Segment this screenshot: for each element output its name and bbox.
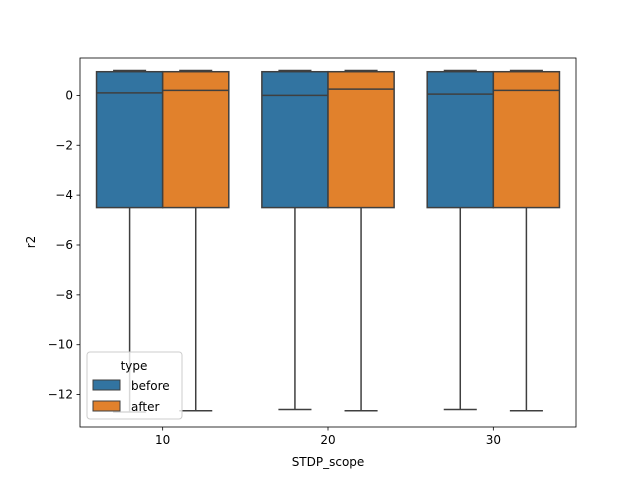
box-body [95,70,164,209]
box-after-20 [327,69,395,412]
y-tick-label: −8 [55,288,73,302]
box-body [161,70,230,209]
y-axis: 0 −2 −4 −6 −8 −10 −12 [48,88,80,402]
legend-title: type [121,359,148,373]
x-tick-label: 30 [486,433,501,447]
legend-swatch-before [92,379,121,391]
legend: type before after [86,351,183,420]
box-before-30 [426,69,495,411]
x-axis: 10 20 30 [155,427,501,447]
box-body [261,70,329,209]
legend-label-after: after [131,400,159,414]
box-body [426,70,495,209]
y-tick-label: −12 [48,388,73,402]
y-tick-label: −4 [55,188,73,202]
box-after-30 [492,69,561,412]
box-after-10 [161,69,230,412]
legend-label-before: before [131,379,170,393]
legend-swatch-after [92,400,121,412]
y-tick-label: −2 [55,138,73,152]
x-tick-label: 20 [320,433,335,447]
y-tick-label: −10 [48,338,73,352]
box-body [492,70,561,209]
box-before-20 [261,69,329,411]
boxes [95,69,561,413]
y-tick-label: −6 [55,238,73,252]
x-tick-label: 10 [155,433,170,447]
box-body [327,70,395,209]
x-axis-label: STDP_scope [292,455,365,469]
y-tick-label: 0 [65,88,73,102]
y-axis-label: r2 [24,236,38,249]
